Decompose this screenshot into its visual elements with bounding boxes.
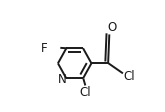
- Text: N: N: [58, 73, 66, 86]
- Text: Cl: Cl: [79, 85, 91, 98]
- Text: O: O: [107, 21, 116, 34]
- Text: F: F: [41, 41, 47, 54]
- Text: Cl: Cl: [123, 69, 135, 82]
